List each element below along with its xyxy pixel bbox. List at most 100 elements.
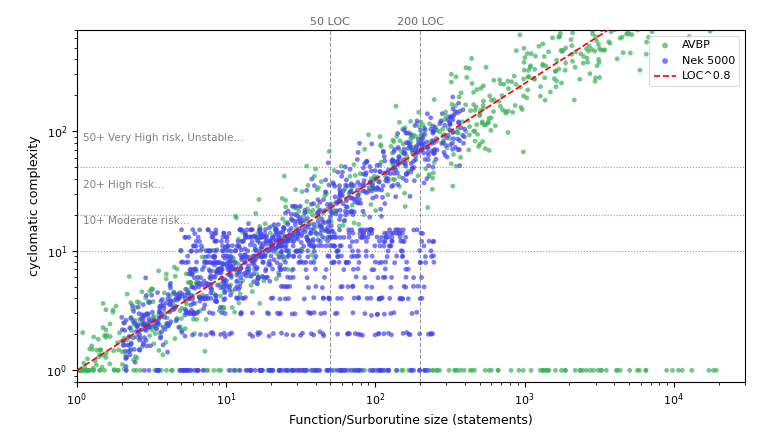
- AVBP: [257, 243, 269, 250]
- AVBP: [243, 273, 256, 279]
- Nek 5000: [357, 171, 369, 178]
- AVBP: [373, 178, 386, 185]
- Nek 5000: [398, 159, 410, 166]
- Nek 5000: [205, 230, 217, 237]
- AVBP: [144, 288, 156, 295]
- Nek 5000: [238, 252, 250, 259]
- AVBP: [451, 129, 463, 136]
- Nek 5000: [360, 247, 372, 254]
- Nek 5000: [357, 208, 369, 215]
- Nek 5000: [332, 253, 344, 260]
- Nek 5000: [210, 298, 223, 305]
- AVBP: [587, 27, 599, 34]
- AVBP: [521, 94, 533, 101]
- Nek 5000: [342, 209, 354, 216]
- Nek 5000: [356, 234, 369, 241]
- AVBP: [120, 353, 132, 360]
- AVBP: [566, 30, 578, 36]
- Nek 5000: [215, 270, 227, 276]
- AVBP: [166, 367, 178, 374]
- AVBP: [624, 24, 637, 31]
- AVBP: [401, 153, 413, 160]
- AVBP: [325, 218, 337, 225]
- AVBP: [468, 138, 481, 145]
- AVBP: [153, 367, 165, 374]
- AVBP: [697, 1, 710, 8]
- Nek 5000: [230, 272, 243, 279]
- Nek 5000: [429, 146, 441, 153]
- Nek 5000: [455, 124, 467, 131]
- Nek 5000: [275, 283, 287, 290]
- AVBP: [300, 226, 312, 233]
- Nek 5000: [366, 266, 378, 273]
- Nek 5000: [405, 168, 417, 175]
- AVBP: [680, 3, 692, 10]
- AVBP: [548, 75, 561, 82]
- Nek 5000: [239, 251, 251, 258]
- Y-axis label: cyclomatic complexity: cyclomatic complexity: [28, 136, 41, 276]
- AVBP: [399, 190, 411, 197]
- Nek 5000: [392, 181, 404, 188]
- Nek 5000: [318, 274, 330, 281]
- AVBP: [683, 10, 695, 17]
- Nek 5000: [335, 367, 347, 374]
- Nek 5000: [213, 267, 225, 274]
- AVBP: [676, 367, 688, 374]
- Nek 5000: [331, 248, 343, 255]
- Nek 5000: [353, 294, 365, 301]
- AVBP: [197, 245, 209, 252]
- AVBP: [624, 49, 637, 56]
- AVBP: [518, 45, 530, 52]
- AVBP: [329, 367, 341, 374]
- Nek 5000: [209, 253, 221, 260]
- Nek 5000: [290, 248, 302, 255]
- Nek 5000: [218, 280, 230, 287]
- AVBP: [290, 205, 302, 212]
- Nek 5000: [138, 367, 151, 374]
- AVBP: [97, 300, 109, 307]
- Nek 5000: [407, 283, 419, 290]
- Nek 5000: [360, 253, 372, 260]
- Nek 5000: [440, 142, 452, 149]
- AVBP: [345, 208, 357, 215]
- AVBP: [363, 184, 376, 191]
- Nek 5000: [247, 333, 259, 340]
- AVBP: [217, 261, 230, 268]
- AVBP: [293, 204, 305, 211]
- Nek 5000: [280, 210, 292, 217]
- AVBP: [366, 175, 378, 182]
- Nek 5000: [332, 169, 344, 176]
- Nek 5000: [308, 221, 320, 228]
- Nek 5000: [304, 230, 316, 237]
- Nek 5000: [240, 367, 252, 374]
- Nek 5000: [425, 126, 437, 133]
- Nek 5000: [277, 224, 290, 231]
- AVBP: [300, 163, 313, 170]
- Nek 5000: [264, 243, 276, 250]
- Nek 5000: [173, 294, 185, 301]
- Nek 5000: [211, 259, 223, 266]
- AVBP: [509, 102, 521, 109]
- AVBP: [270, 275, 283, 282]
- Nek 5000: [386, 238, 399, 245]
- AVBP: [158, 289, 170, 296]
- AVBP: [495, 103, 507, 110]
- AVBP: [518, 92, 530, 99]
- Nek 5000: [260, 234, 272, 241]
- Nek 5000: [164, 300, 176, 307]
- Nek 5000: [291, 367, 303, 374]
- AVBP: [133, 299, 145, 306]
- AVBP: [463, 123, 475, 130]
- AVBP: [283, 247, 296, 254]
- AVBP: [595, 46, 607, 53]
- Nek 5000: [323, 295, 335, 302]
- AVBP: [153, 311, 165, 318]
- Nek 5000: [265, 367, 277, 374]
- Nek 5000: [180, 367, 193, 374]
- AVBP: [182, 286, 194, 293]
- AVBP: [455, 89, 467, 96]
- Nek 5000: [418, 243, 430, 250]
- Nek 5000: [300, 234, 313, 241]
- Nek 5000: [292, 230, 304, 237]
- Nek 5000: [130, 328, 142, 335]
